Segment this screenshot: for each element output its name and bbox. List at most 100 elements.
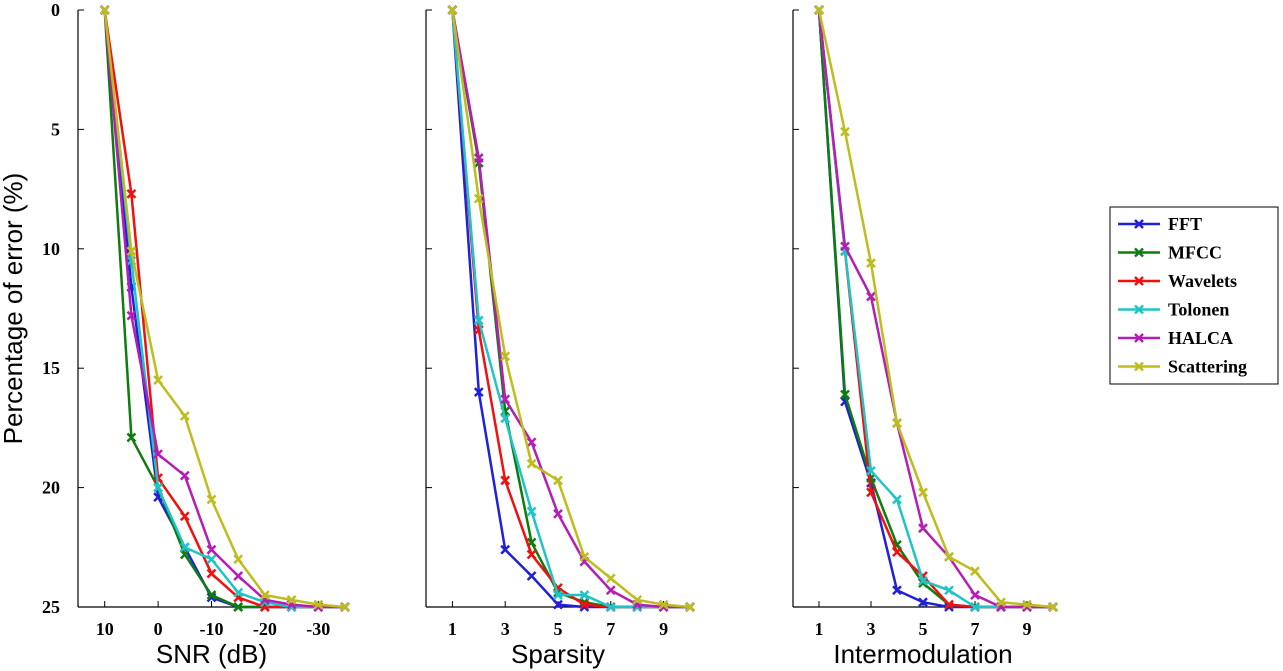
point-marker	[918, 575, 928, 586]
point-marker	[206, 568, 217, 579]
point-marker	[553, 508, 563, 519]
y-tick-label: 5	[51, 119, 60, 139]
legend-box	[1109, 206, 1279, 385]
point-marker	[447, 5, 458, 15]
y-axis-title: Percentage of error (%)	[0, 173, 28, 445]
point-marker	[153, 375, 163, 386]
point-marker	[892, 494, 902, 505]
point-marker	[918, 597, 928, 608]
point-marker	[126, 188, 137, 199]
point-marker	[153, 482, 163, 493]
series-line	[817, 9, 1053, 609]
x-tick-label: 9	[659, 619, 668, 639]
x-tick-label: 1	[815, 619, 824, 639]
series-line	[103, 9, 346, 609]
point-marker	[286, 594, 297, 605]
point-marker	[944, 599, 954, 610]
point-marker	[473, 387, 484, 397]
point-marker	[996, 597, 1006, 608]
legend-label: Tolonen	[1168, 300, 1229, 320]
x-tick-label: 5	[554, 619, 563, 639]
series-line	[817, 9, 1054, 609]
x-axis-title: SNR (dB)	[156, 639, 267, 669]
point-marker	[892, 585, 902, 596]
legend-label: MFCC	[1168, 243, 1222, 263]
legend-marker	[1134, 219, 1144, 229]
point-marker	[473, 153, 484, 163]
point-marker	[526, 549, 537, 560]
point-marker	[918, 523, 928, 534]
x-tick-label: -30	[306, 619, 330, 639]
point-marker	[866, 466, 876, 476]
x-tick-label: 7	[606, 619, 615, 639]
point-marker	[553, 590, 563, 600]
point-marker	[579, 551, 590, 562]
point-marker	[1048, 602, 1058, 612]
legend-label: Scattering	[1168, 357, 1247, 377]
point-marker	[179, 470, 190, 481]
legend-marker	[1134, 247, 1144, 258]
legend-marker	[1134, 333, 1144, 343]
point-marker	[340, 602, 350, 612]
point-marker	[840, 126, 850, 137]
point-marker	[632, 594, 643, 605]
point-marker	[473, 193, 484, 204]
point-marker	[814, 5, 824, 15]
point-marker	[233, 587, 244, 598]
point-marker	[605, 573, 616, 584]
legend-marker	[1134, 361, 1144, 372]
series-line	[103, 9, 345, 609]
series-line	[103, 9, 345, 609]
point-marker	[179, 411, 190, 421]
series-line	[817, 9, 1053, 609]
point-marker	[500, 413, 511, 424]
series-line	[103, 9, 345, 609]
point-marker	[233, 571, 244, 581]
point-marker	[153, 449, 163, 460]
point-marker	[840, 241, 850, 252]
point-marker	[179, 511, 190, 522]
point-marker	[260, 590, 270, 600]
point-marker	[206, 554, 217, 565]
y-tick-label: 15	[42, 358, 60, 378]
point-marker	[1022, 599, 1032, 610]
point-marker	[579, 599, 590, 610]
point-marker	[179, 542, 190, 553]
x-tick-label: 7	[971, 619, 980, 639]
series-line	[103, 9, 345, 609]
point-marker	[179, 549, 190, 560]
series-line	[817, 9, 1053, 609]
x-tick-label: -20	[253, 619, 277, 639]
point-marker	[658, 599, 669, 610]
x-tick-label: 5	[919, 619, 928, 639]
x-tick-label: 0	[154, 619, 163, 639]
point-marker	[500, 544, 511, 555]
legend-label: HALCA	[1168, 328, 1233, 348]
y-tick-label: 10	[42, 239, 60, 259]
point-marker	[526, 437, 537, 448]
x-tick-label: 9	[1023, 619, 1032, 639]
series-line	[817, 9, 1053, 609]
point-marker	[685, 602, 695, 612]
y-tick-label: 25	[42, 597, 60, 617]
point-marker	[892, 547, 902, 557]
legend-marker	[1134, 304, 1144, 315]
point-marker	[866, 258, 876, 269]
point-marker	[866, 487, 876, 498]
point-marker	[206, 592, 217, 603]
series-line	[817, 9, 1053, 609]
series-line	[103, 9, 345, 609]
point-marker	[970, 590, 980, 600]
point-marker	[866, 291, 876, 302]
point-marker	[313, 599, 324, 610]
x-tick-label: -10	[200, 619, 224, 639]
point-marker	[500, 351, 511, 362]
legend-label: FFT	[1168, 214, 1202, 234]
point-marker	[126, 246, 137, 257]
point-marker	[126, 432, 137, 443]
point-marker	[970, 566, 980, 577]
point-marker	[233, 602, 244, 612]
x-tick-label: 1	[448, 619, 457, 639]
point-marker	[840, 389, 850, 400]
